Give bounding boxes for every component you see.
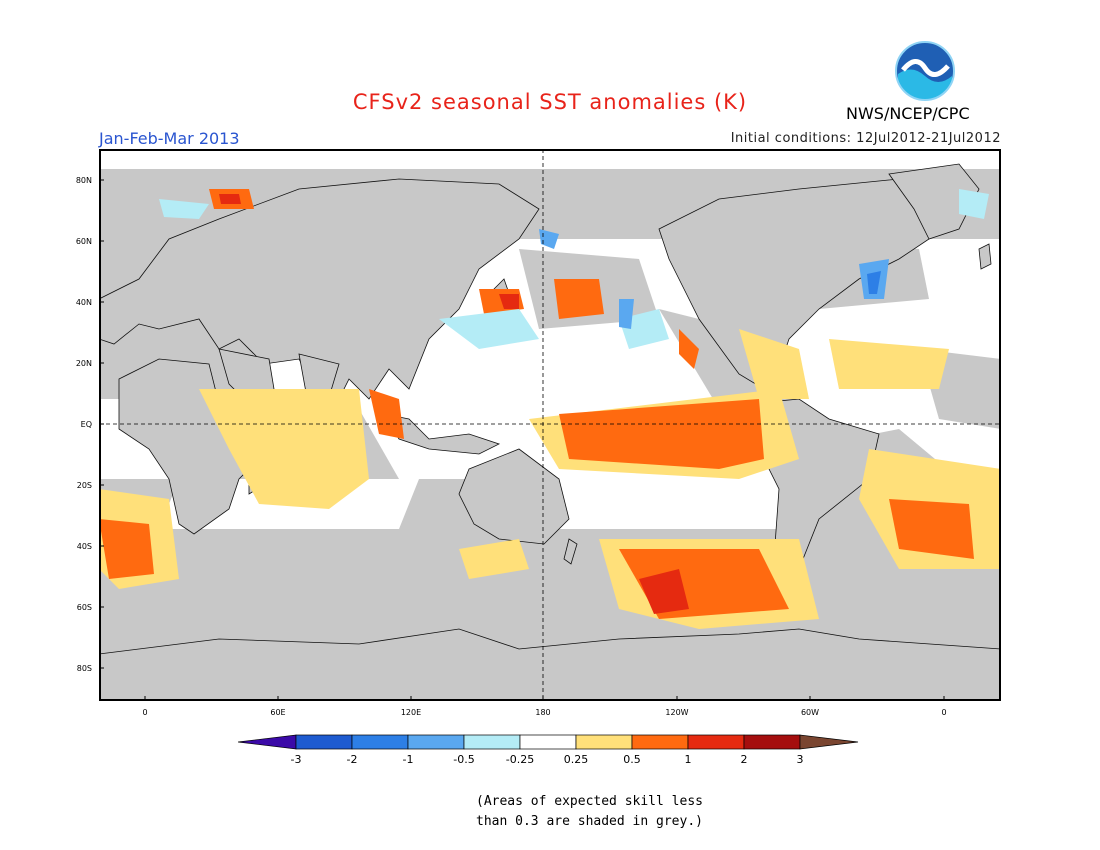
colorbar-label: 2	[740, 753, 748, 766]
colorbar-cell	[631, 734, 689, 750]
north-america	[658, 178, 940, 390]
lat-label: 60S	[76, 603, 92, 612]
anomaly-1-2	[219, 194, 689, 614]
colorbar-label: 0.25	[563, 753, 589, 766]
lat-label: 60N	[75, 237, 92, 246]
colorbar-cell	[799, 734, 859, 750]
lat-label: 80N	[75, 176, 92, 185]
colorbar-label: 1	[684, 753, 692, 766]
lat-label: EQ	[80, 420, 92, 429]
colorbar-label: 0.5	[623, 753, 641, 766]
new-zealand	[563, 538, 578, 565]
colorbar-cell	[295, 734, 353, 750]
colorbar-label: -2	[346, 753, 358, 766]
forecast-period: Jan-Feb-Mar 2013	[99, 129, 240, 148]
lon-label: 120E	[400, 708, 422, 717]
colorbar-cell	[351, 734, 409, 750]
map-title: CFSv2 seasonal SST anomalies (K)	[352, 90, 748, 114]
colorbar-label: -3	[290, 753, 302, 766]
colorbar-label: -0.5	[453, 753, 475, 766]
lon-label: 180	[535, 708, 551, 717]
colorbar-cell	[687, 734, 745, 750]
australia	[458, 448, 570, 545]
skill-note: (Areas of expected skill less than 0.3 a…	[476, 792, 703, 832]
anomaly-neg-1-2	[867, 271, 881, 294]
uk	[978, 243, 992, 270]
colorbar-cell	[743, 734, 801, 750]
map-frame	[99, 149, 1001, 701]
antarctica	[99, 628, 1001, 701]
initial-conditions: Initial conditions: 12Jul2012-21Jul2012	[730, 131, 1001, 146]
colorbar-cell	[463, 734, 521, 750]
axis-ticks	[99, 179, 945, 701]
lat-label: 20N	[75, 359, 92, 368]
lat-label: 40S	[76, 542, 92, 551]
skill-note-line: than 0.3 are shaded in grey.)	[476, 814, 703, 829]
colorbar-label: 3	[796, 753, 804, 766]
lat-label: 80S	[76, 664, 92, 673]
skill-note-line: (Areas of expected skill less	[476, 794, 703, 809]
lon-label: 120W	[665, 708, 689, 717]
africa	[118, 358, 270, 535]
lon-label: 0	[142, 708, 148, 717]
noaa-logo-icon	[895, 41, 955, 101]
lon-label: 60E	[270, 708, 286, 717]
colorbar-cell	[238, 734, 297, 750]
lon-label: 0	[941, 708, 947, 717]
greenland	[888, 163, 980, 240]
eurasia	[99, 178, 540, 420]
sst-anomaly-map	[99, 149, 1001, 701]
lon-label: 60W	[800, 708, 820, 717]
agency-label: NWS/NCEP/CPC	[846, 104, 970, 123]
colorbar	[238, 734, 859, 750]
colorbar-cell	[519, 734, 577, 750]
colorbar-label: -1	[402, 753, 414, 766]
anomaly-neg-025-05	[159, 189, 989, 349]
lat-label: 40N	[75, 298, 92, 307]
colorbar-cell	[575, 734, 633, 750]
lat-label: 20S	[76, 481, 92, 490]
colorbar-cell	[407, 734, 465, 750]
indonesia	[383, 413, 501, 455]
colorbar-label: -0.25	[505, 753, 535, 766]
